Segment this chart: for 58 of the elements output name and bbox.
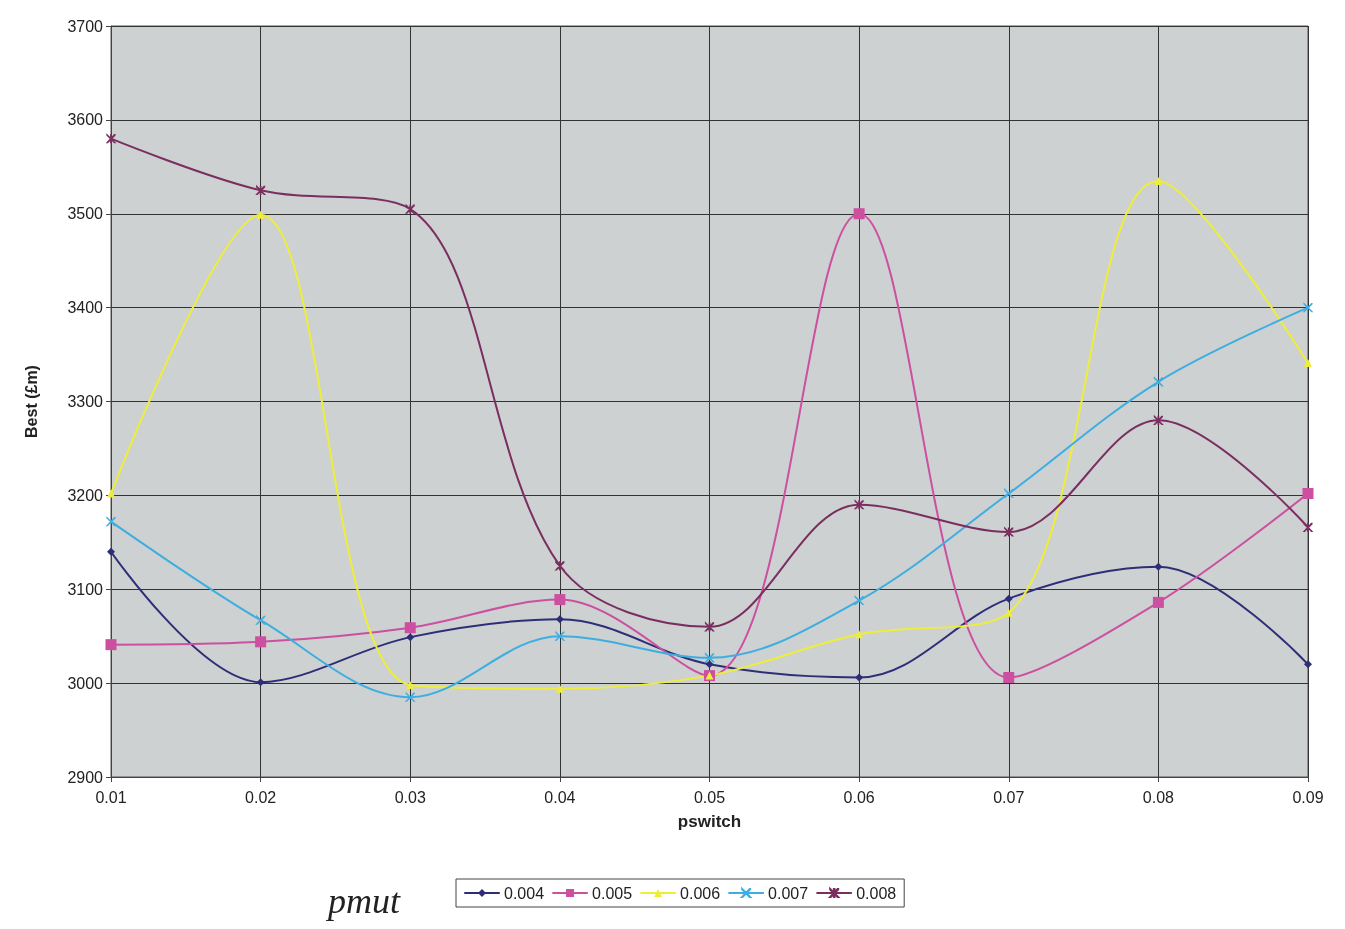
point — [406, 633, 415, 642]
point — [405, 204, 415, 214]
point — [107, 547, 115, 556]
y-tick-label: 3600 — [67, 111, 104, 129]
x-tick-label: 0.01 — [95, 788, 127, 806]
point — [404, 622, 416, 634]
point — [1004, 527, 1014, 537]
point — [256, 185, 266, 195]
x-axis-title: pswitch — [677, 812, 742, 831]
point — [705, 660, 714, 669]
point — [256, 678, 265, 687]
point — [855, 673, 864, 682]
x-tick-label: 0.06 — [843, 788, 875, 806]
point — [554, 594, 566, 606]
x-tick-label: 0.03 — [394, 788, 426, 806]
legend-label: 0.004 — [504, 884, 545, 902]
point — [105, 639, 117, 651]
legend-label: 0.005 — [592, 884, 633, 902]
y-tick-label: 3400 — [67, 299, 104, 317]
y-tick-label: 3300 — [67, 393, 104, 410]
x-tick-label: 0.09 — [1292, 788, 1324, 806]
point — [555, 561, 565, 571]
point — [1154, 176, 1163, 185]
y-tick-label: 3200 — [67, 486, 104, 504]
point — [1152, 596, 1164, 608]
point — [1304, 359, 1312, 368]
point — [1153, 415, 1163, 425]
point — [406, 681, 415, 689]
point — [1004, 608, 1013, 617]
point — [1302, 488, 1314, 499]
point — [255, 636, 267, 648]
point — [106, 134, 116, 144]
x-tick-label: 0.08 — [1142, 788, 1175, 806]
x-tick-label: 0.05 — [693, 788, 726, 806]
legend-label: 0.006 — [680, 884, 721, 902]
point — [1303, 522, 1313, 532]
point — [256, 210, 265, 219]
point — [1003, 671, 1015, 683]
x-tick-label: 0.07 — [993, 788, 1025, 806]
y-tick-label: 3500 — [67, 205, 104, 223]
y-tick-label: 3700 — [67, 17, 104, 35]
x-tick-label: 0.02 — [245, 788, 277, 806]
point — [854, 500, 864, 510]
y-tick-label: 2900 — [67, 768, 104, 786]
x-tick-label: 0.04 — [544, 788, 576, 806]
legend-label: 0.007 — [768, 884, 809, 902]
legend-title: pmut — [325, 881, 401, 921]
point — [555, 684, 564, 693]
legend-label: 0.008 — [856, 884, 897, 902]
y-axis-title: Best (£m) — [22, 365, 40, 438]
point — [1154, 562, 1163, 571]
point — [1004, 594, 1013, 603]
point — [107, 489, 115, 498]
point — [1304, 660, 1312, 669]
y-tick-label: 3000 — [67, 674, 104, 692]
point — [853, 208, 865, 220]
y-tick-label: 3100 — [67, 580, 104, 598]
point — [555, 615, 564, 624]
